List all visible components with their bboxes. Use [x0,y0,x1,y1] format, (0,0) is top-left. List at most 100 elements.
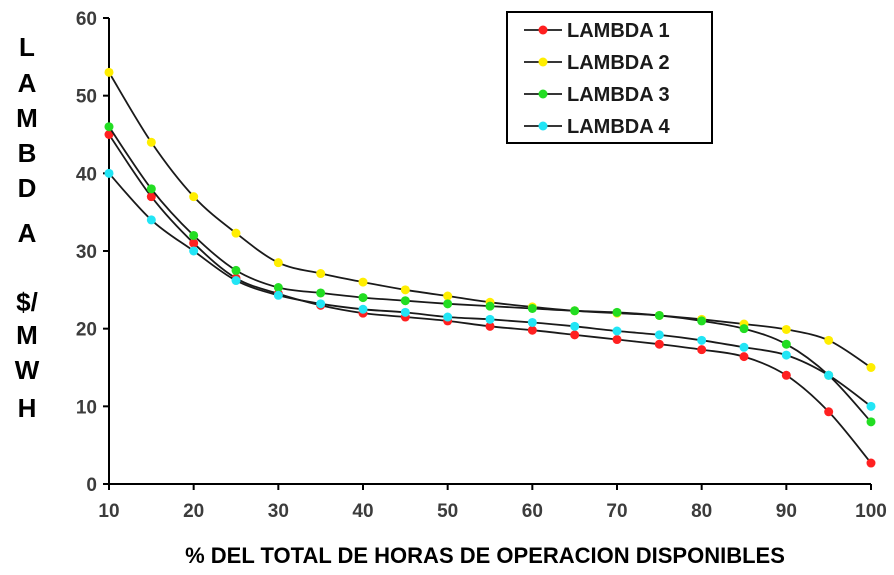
data-point [781,350,791,360]
data-point [654,310,664,320]
data-point [781,339,791,349]
data-point [739,342,749,352]
data-point [527,325,537,335]
data-point [612,335,622,345]
x-tick-label: 50 [437,501,458,522]
data-point [273,258,283,268]
legend-items: LAMBDA 1 LAMBDA 2 LAMBDA 3 LAMBDA 4 [524,20,670,138]
data-point [570,306,580,316]
legend-marker [538,25,548,35]
data-point [273,290,283,300]
legend: LAMBDA 1 LAMBDA 2 LAMBDA 3 LAMBDA 4 [506,11,713,144]
data-point [654,330,664,340]
data-point [570,321,580,331]
data-point [231,276,241,286]
x-tick-label: 10 [98,501,119,522]
y-axis-label-char: B [18,138,37,168]
data-point [866,401,876,411]
x-tick-label: 80 [691,501,712,522]
data-point [866,417,876,427]
data-point [781,324,791,334]
data-point [358,277,368,287]
legend-label: LAMBDA 1 [567,20,670,42]
series-lambda-4 [104,168,876,411]
legend-label: LAMBDA 2 [567,52,670,74]
legend-item: LAMBDA 3 [524,84,670,106]
data-point [824,407,834,417]
data-point [400,285,410,295]
legend-label: LAMBDA 3 [567,84,670,106]
data-point [400,296,410,306]
legend-label: LAMBDA 4 [567,116,670,138]
y-axis-label-char: D [18,173,37,203]
data-point [612,307,622,317]
data-point [527,317,537,327]
data-point [824,370,834,380]
data-point [697,316,707,326]
data-point [189,238,199,248]
legend-item: LAMBDA 2 [524,52,670,74]
data-point [739,324,749,334]
x-tick-label: 60 [522,501,543,522]
data-point [527,303,537,313]
x-tick-label: 100 [855,501,887,522]
y-axis-label-char: A [18,218,37,248]
x-tick-label: 70 [606,501,627,522]
legend-marker [538,89,548,99]
x-tick-label: 30 [268,501,289,522]
y-axis-label-char: M [16,103,38,133]
data-point [146,137,156,147]
data-point [146,215,156,225]
series-group [104,67,876,468]
series-lambda-1 [104,130,876,468]
data-point [485,321,495,331]
data-point [443,291,453,301]
legend-marker [538,57,548,67]
data-point [189,246,199,256]
data-point [104,122,114,132]
data-point [485,301,495,311]
y-axis-label-char: L [19,32,35,62]
y-axis-label-char: A [18,68,37,98]
data-point [443,299,453,309]
x-tick-label: 40 [352,501,373,522]
y-tick-label: 50 [76,87,97,108]
data-point [824,335,834,345]
legend-item: LAMBDA 4 [524,116,670,138]
y-tick-label: 0 [86,475,97,496]
data-point [400,307,410,317]
y-tick-label: 10 [76,397,97,418]
data-point [231,265,241,275]
data-point [189,192,199,202]
data-point [316,269,326,279]
data-point [739,352,749,362]
y-ticks: 0 10 20 30 40 50 60 [76,9,109,496]
x-axis-label: % DEL TOTAL DE HORAS DE OPERACION DISPON… [185,543,785,568]
data-point [358,293,368,303]
data-point [866,458,876,468]
x-tick-label: 20 [183,501,204,522]
y-tick-label: 20 [76,320,97,341]
data-point [104,168,114,178]
data-point [104,67,114,77]
data-point [316,299,326,309]
data-point [146,192,156,202]
y-tick-label: 60 [76,9,97,30]
series-lambda-3 [104,122,876,427]
data-point [654,339,664,349]
y-axis-label-char: M [16,320,38,350]
data-point [316,288,326,298]
data-point [485,314,495,324]
y-tick-label: 40 [76,164,97,185]
legend-marker [538,121,548,131]
data-point [104,130,114,139]
data-point [273,283,283,293]
y-axis-label: LAMBDA$/MWH [15,32,40,423]
x-ticks: 10 20 30 40 50 60 70 80 90 100 [98,484,887,522]
data-point [358,304,368,314]
data-point [697,335,707,345]
y-tick-label: 30 [76,242,97,263]
y-axis-label-char: W [15,355,40,385]
data-point [231,228,241,238]
series-line [108,126,872,423]
